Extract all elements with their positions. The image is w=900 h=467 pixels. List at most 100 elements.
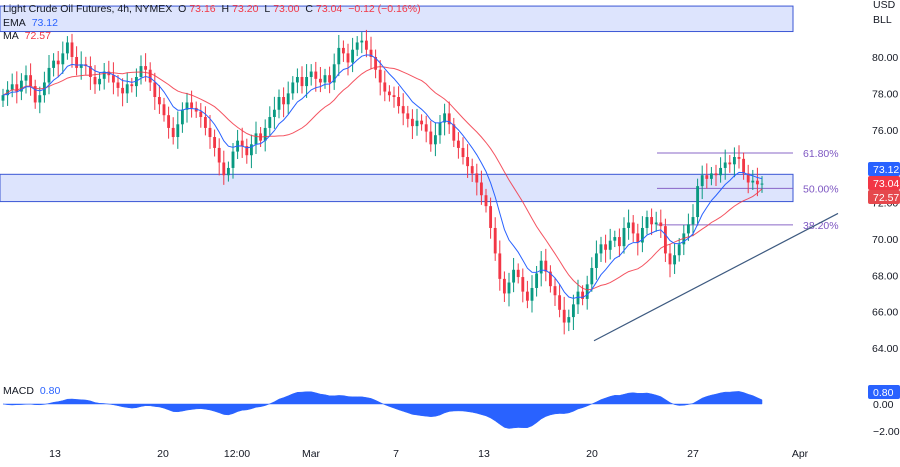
candle-body <box>245 146 249 156</box>
upper-resistance-zone <box>0 5 794 33</box>
candle-body <box>746 173 750 183</box>
candle-body <box>79 64 83 68</box>
candle-body <box>75 57 79 68</box>
currency-label: USD <box>873 0 896 11</box>
candle-body <box>102 71 106 79</box>
ema-legend[interactable]: EMA 73.12 <box>3 17 61 30</box>
candle-body <box>24 75 28 81</box>
macd-tick-label: −2.00 <box>873 426 900 438</box>
candle-body <box>420 120 424 125</box>
candle-body <box>737 157 741 159</box>
price-tick-label: 64.00 <box>872 343 898 355</box>
candle-body <box>728 162 732 165</box>
candle-body <box>466 157 470 167</box>
candle-body <box>52 60 56 68</box>
candle-body <box>231 151 235 168</box>
price-tick-label: 80.00 <box>872 52 898 64</box>
candle-body <box>424 124 428 132</box>
candle-body <box>383 82 387 92</box>
candle-body <box>121 87 125 94</box>
candle-body <box>613 237 617 241</box>
candle-body <box>663 226 667 254</box>
candle-body <box>167 115 171 128</box>
time-tick-label: 27 <box>687 448 699 460</box>
candle-body <box>176 124 180 138</box>
macd-legend-label: MACD <box>3 385 34 397</box>
ma-legend-value: 72.57 <box>24 30 51 42</box>
candle-body <box>461 147 465 158</box>
candle-body <box>378 69 382 83</box>
ohlc-high: H 73.20 <box>221 3 259 15</box>
candle-body <box>719 167 723 176</box>
candle-body <box>709 173 713 179</box>
candle-body <box>10 84 14 90</box>
price-badge-label: 73.04 <box>873 178 899 190</box>
candle-body <box>332 64 336 83</box>
candle-body <box>180 109 184 125</box>
candle-body <box>498 253 502 279</box>
time-tick-label: 13 <box>49 448 61 460</box>
candle-body <box>410 118 414 127</box>
symbol-legend: Light Crude Oil Futures, 4h, NYMEX O 73.1… <box>3 3 424 16</box>
candle-body <box>47 67 51 83</box>
macd-legend[interactable]: MACD 0.80 <box>3 385 63 398</box>
candle-body <box>489 206 493 228</box>
candle-body <box>406 113 410 119</box>
candle-body <box>295 77 299 83</box>
candle-body <box>157 97 161 105</box>
candle-body <box>627 222 631 228</box>
candle-body <box>277 97 281 110</box>
candle-body <box>535 273 539 288</box>
candle-body <box>61 53 65 65</box>
candle-body <box>208 127 212 138</box>
candle-body <box>755 180 759 185</box>
candle-body <box>226 167 230 176</box>
macd-tick-label: 0.00 <box>873 399 894 411</box>
candles-layer <box>1 29 764 335</box>
candle-body <box>268 117 272 128</box>
candle-body <box>111 75 115 83</box>
candle-body <box>314 71 318 79</box>
candle-body <box>562 309 566 323</box>
candle-body <box>217 147 221 163</box>
candle-body <box>415 120 419 127</box>
candle-body <box>15 84 19 92</box>
ema-line <box>2 54 763 299</box>
candle-body <box>493 227 497 254</box>
candle-body <box>291 82 295 94</box>
candle-body <box>760 183 764 185</box>
candle-body <box>328 75 332 83</box>
candle-body <box>130 84 134 87</box>
candle-body <box>125 84 129 94</box>
candle-body <box>341 47 345 54</box>
candle-body <box>447 113 451 125</box>
candle-body <box>571 304 575 318</box>
candle-body <box>360 40 364 43</box>
price-tick-label: 70.00 <box>872 234 898 246</box>
axes-layer: USDBLL64.0066.0068.0070.0072.0074.0076.0… <box>49 0 900 460</box>
candle-body <box>512 269 516 283</box>
candle-body <box>530 287 534 301</box>
fibonacci-layer: 61.80% 50.00% 38.20% <box>657 148 839 232</box>
ohlc-low: L 73.00 <box>264 3 300 15</box>
candle-body <box>452 124 456 141</box>
candle-body <box>286 93 290 105</box>
candle-body <box>475 173 479 183</box>
candle-body <box>604 244 608 250</box>
candle-body <box>539 260 543 274</box>
candle-body <box>470 166 474 174</box>
fib-level-label: 38.20% <box>803 220 839 232</box>
candle-body <box>714 173 718 176</box>
ma-legend[interactable]: MA 72.57 <box>3 30 54 43</box>
candle-body <box>148 69 152 83</box>
macd-legend-value: 0.80 <box>39 385 61 397</box>
time-tick-label: Mar <box>302 448 321 460</box>
candle-body <box>392 95 396 98</box>
price-tick-label: 66.00 <box>872 307 898 319</box>
candle-body <box>732 157 736 165</box>
candle-body <box>438 122 442 136</box>
candle-body <box>369 49 373 57</box>
candle-body <box>636 233 640 243</box>
